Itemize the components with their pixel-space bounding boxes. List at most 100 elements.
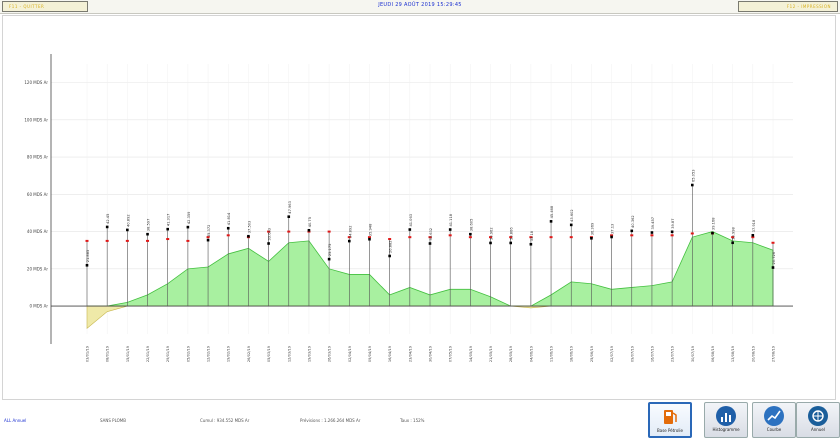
actual-marker [428, 242, 432, 245]
actual-marker [731, 241, 734, 245]
actual-marker [469, 232, 472, 236]
globe-chart-icon [808, 406, 828, 426]
cumul-value: Cumul : 934.552 MDS Ar [200, 418, 250, 423]
actual-marker [650, 231, 654, 234]
y-tick-label: 20 MDS Ar [27, 266, 48, 271]
actual-marker [630, 229, 634, 233]
forecast-marker [731, 236, 735, 239]
forecast-marker [509, 236, 513, 239]
x-tick-label: 09/04/19 [368, 345, 372, 362]
value-label: 33.632 [429, 228, 433, 241]
forecast-marker [650, 234, 654, 237]
area-chart: 0 MDS Ar 20 MDS Ar 40 MDS Ar 60 MDS Ar 80 MD… [24, 54, 793, 362]
period-link[interactable]: ALL Annuel [4, 418, 27, 423]
value-label: 39.87 [671, 218, 675, 228]
x-tick-label: 21/05/19 [489, 345, 493, 362]
actual-marker [126, 228, 129, 232]
y-tick-label: 100 MDS Ar [24, 117, 48, 122]
forecast-marker [206, 236, 210, 239]
forecast-marker [146, 239, 150, 242]
x-tick-label: 02/07/19 [610, 345, 614, 362]
x-tick-label: 29/01/19 [166, 345, 170, 362]
actual-marker [509, 241, 513, 245]
forecast-marker [85, 239, 89, 242]
actual-marker [347, 239, 351, 243]
actual-marker [448, 228, 452, 231]
value-label: 33.633 [268, 228, 272, 241]
forecast-marker [226, 234, 230, 237]
forecast-marker [489, 236, 493, 239]
y-tick-label: 0 MDS Ar [29, 304, 48, 309]
value-label: 38.597 [147, 219, 151, 232]
actual-marker [105, 225, 109, 229]
actual-marker [388, 254, 391, 258]
current-datetime: JEUDI 29 AOÛT 2019 15:29:45 [378, 2, 462, 8]
x-tick-label: 18/06/19 [570, 345, 574, 362]
button-label: Courbe [766, 427, 782, 432]
forecast-marker [771, 241, 775, 244]
forecast-marker [690, 232, 694, 235]
y-tick-label: 80 MDS Ar [27, 155, 48, 160]
x-tick-label: 15/01/19 [126, 345, 130, 362]
x-tick-label: 13/08/19 [731, 345, 735, 362]
value-label: 41.063 [409, 214, 413, 227]
forecast-marker [166, 238, 170, 241]
forecast-marker [468, 236, 472, 239]
x-tick-label: 16/07/19 [650, 345, 654, 362]
x-tick-label: 05/03/19 [267, 345, 271, 362]
value-label: 35.372 [207, 225, 211, 238]
base-petroliere-button[interactable]: Base Pétrolie [648, 402, 692, 438]
forecast-marker [670, 234, 674, 237]
x-tick-label: 22/01/19 [146, 345, 150, 362]
actual-marker [610, 235, 613, 239]
value-label: 33.962 [490, 227, 494, 240]
actual-marker [85, 263, 89, 267]
forecast-marker [529, 236, 533, 239]
forecast-marker [630, 234, 634, 237]
x-tick-label: 05/02/19 [186, 345, 190, 362]
x-tick-label: 08/01/19 [106, 345, 110, 362]
actual-marker [247, 234, 250, 238]
histogram-icon [716, 406, 736, 426]
histogramme-button[interactable]: Histogramme [704, 402, 748, 438]
actual-marker [690, 183, 694, 187]
value-label: 45.468 [550, 205, 554, 218]
forecast-marker [610, 234, 614, 237]
actual-marker [267, 242, 270, 245]
print-button[interactable]: F12 - IMPRESSION [738, 1, 838, 12]
x-tick-label: 25/06/19 [590, 345, 594, 362]
courbe-button[interactable]: Courbe [752, 402, 796, 438]
value-label: 36.369 [590, 222, 594, 235]
x-tick-label: 14/05/19 [469, 345, 473, 362]
value-label: 37.13 [611, 224, 615, 234]
value-label: 40.892 [126, 214, 130, 227]
x-tick-label: 09/07/19 [630, 345, 634, 362]
annuel-button[interactable]: Annuel [796, 402, 840, 438]
x-tick-label: 20/08/19 [751, 345, 755, 362]
actual-marker [549, 220, 553, 223]
forecast-marker [549, 236, 553, 239]
value-label: 42.45 [106, 214, 110, 224]
forecast-marker [287, 230, 291, 233]
forecast-marker [448, 234, 452, 237]
value-label: 37.503 [247, 221, 251, 234]
forecast-marker [367, 236, 371, 239]
value-label: 33.866 [510, 227, 514, 240]
previsions-value: Prévisions : 1.266.264 MDS Ar [300, 418, 361, 423]
actual-marker [771, 266, 775, 269]
fuel-pump-icon [660, 407, 680, 427]
quit-button[interactable]: F11 - QUITTER [2, 1, 88, 12]
forecast-marker [267, 230, 271, 233]
y-tick-label: 40 MDS Ar [27, 229, 48, 234]
value-label: 38.605 [469, 219, 473, 232]
forecast-marker [388, 238, 392, 241]
button-label: Base Pétrolie [657, 428, 683, 433]
value-label: 41.814 [227, 212, 231, 225]
value-label: 35.948 [368, 223, 372, 236]
actual-marker [287, 215, 291, 218]
x-tick-label: 30/04/19 [429, 345, 433, 362]
value-label: 20.726 [772, 251, 776, 264]
line-chart-icon [764, 406, 784, 426]
x-tick-label: 04/06/19 [529, 345, 533, 362]
